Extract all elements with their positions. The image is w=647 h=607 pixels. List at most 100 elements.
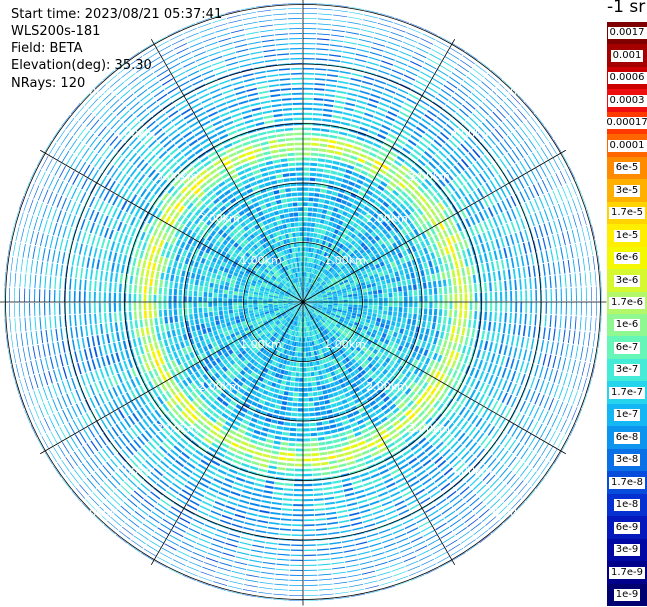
ppi-cell <box>340 183 348 189</box>
ppi-cell <box>219 562 233 567</box>
ppi-cell <box>291 544 303 547</box>
ppi-cell <box>441 146 451 155</box>
ppi-cell <box>463 140 473 150</box>
ppi-cell <box>530 290 533 302</box>
ppi-cell <box>345 429 353 435</box>
ppi-cell <box>328 232 334 238</box>
ppi-cell <box>304 306 306 312</box>
ppi-cell <box>313 198 319 202</box>
ppi-cell <box>134 376 141 386</box>
ppi-cell <box>381 280 386 285</box>
ppi-cell <box>296 342 299 347</box>
ppi-cell <box>327 205 334 211</box>
ppi-cell <box>325 340 331 346</box>
ppi-cell <box>327 308 332 312</box>
ppi-cell <box>319 272 324 278</box>
ppi-cell <box>376 566 390 572</box>
ppi-cell <box>323 335 328 341</box>
ppi-cell <box>476 530 488 540</box>
ppi-cell <box>319 588 334 591</box>
ppi-cell <box>421 364 428 372</box>
ppi-cell <box>324 313 330 317</box>
ppi-cell <box>300 317 302 322</box>
ppi-cell <box>442 279 447 287</box>
ppi-cell <box>396 537 409 544</box>
ppi-cell <box>342 211 348 217</box>
ppi-cell <box>364 359 370 366</box>
ppi-cell <box>389 272 395 279</box>
ppi-cell <box>277 548 290 551</box>
ppi-cell <box>473 202 481 212</box>
ppi-cell <box>374 420 382 427</box>
ppi-cell <box>435 441 444 450</box>
ppi-cell <box>455 201 463 211</box>
ppi-cell <box>209 464 218 471</box>
ppi-cell <box>484 302 488 311</box>
ppi-cell <box>407 65 420 72</box>
ppi-cell <box>272 366 278 372</box>
ppi-cell <box>295 463 303 467</box>
ppi-cell <box>390 523 403 530</box>
ppi-cell <box>393 97 404 104</box>
ppi-cell <box>324 285 329 290</box>
ppi-cell <box>379 65 392 71</box>
ppi-cell <box>420 497 431 505</box>
ppi-cell <box>391 69 404 76</box>
ppi-cell <box>527 325 531 337</box>
ppi-cell <box>461 435 470 445</box>
ppi-cell <box>264 443 273 449</box>
ppi-cell <box>417 185 425 194</box>
ppi-cell <box>349 279 355 284</box>
ppi-cell <box>449 244 455 253</box>
ppi-cell <box>318 198 325 203</box>
ppi-cell <box>298 342 301 347</box>
ppi-cell <box>597 255 601 270</box>
ppi-cell <box>471 265 476 275</box>
ppi-cell <box>340 285 346 290</box>
ppi-cell <box>353 266 359 272</box>
ppi-cell <box>315 376 320 381</box>
ppi-cell <box>483 340 489 351</box>
ppi-cell <box>325 194 331 200</box>
ppi-cell <box>538 225 544 237</box>
ppi-cell <box>383 297 388 302</box>
ppi-cell <box>358 383 365 390</box>
ppi-cell <box>592 256 596 271</box>
ppi-cell <box>350 261 356 267</box>
ppi-cell <box>409 302 413 308</box>
ppi-cell <box>360 565 374 570</box>
ppi-cell <box>280 369 285 375</box>
ppi-cell <box>295 458 303 462</box>
ppi-cell <box>248 443 257 449</box>
ppi-cell <box>290 346 294 351</box>
ppi-cell <box>305 306 309 311</box>
ppi-cell <box>535 302 538 314</box>
ppi-cell <box>303 97 313 100</box>
ppi-cell <box>458 531 470 540</box>
ppi-cell <box>520 448 529 460</box>
ppi-cell <box>421 321 426 328</box>
ppi-cell <box>314 288 319 293</box>
ppi-cell <box>552 355 557 369</box>
ppi-cell <box>370 352 376 359</box>
ppi-cell <box>107 377 114 388</box>
ppi-cell <box>312 117 322 121</box>
ppi-cell <box>403 396 411 404</box>
ppi-cell <box>321 471 331 476</box>
ppi-cell <box>444 263 450 271</box>
ppi-cell <box>363 205 370 212</box>
ppi-cell <box>395 173 403 180</box>
ppi-cell <box>365 384 372 391</box>
ppi-cell <box>44 418 51 431</box>
ppi-cell <box>303 252 306 257</box>
ppi-cell <box>358 298 363 302</box>
ppi-cell <box>234 454 244 461</box>
ppi-cell <box>54 429 63 442</box>
ppi-cell <box>302 307 303 312</box>
ppi-cell <box>378 528 391 534</box>
ppi-cell <box>458 285 463 294</box>
ppi-cell <box>376 172 384 179</box>
ppi-cell <box>360 282 366 287</box>
ppi-cell <box>371 282 376 287</box>
ppi-cell <box>416 516 428 524</box>
